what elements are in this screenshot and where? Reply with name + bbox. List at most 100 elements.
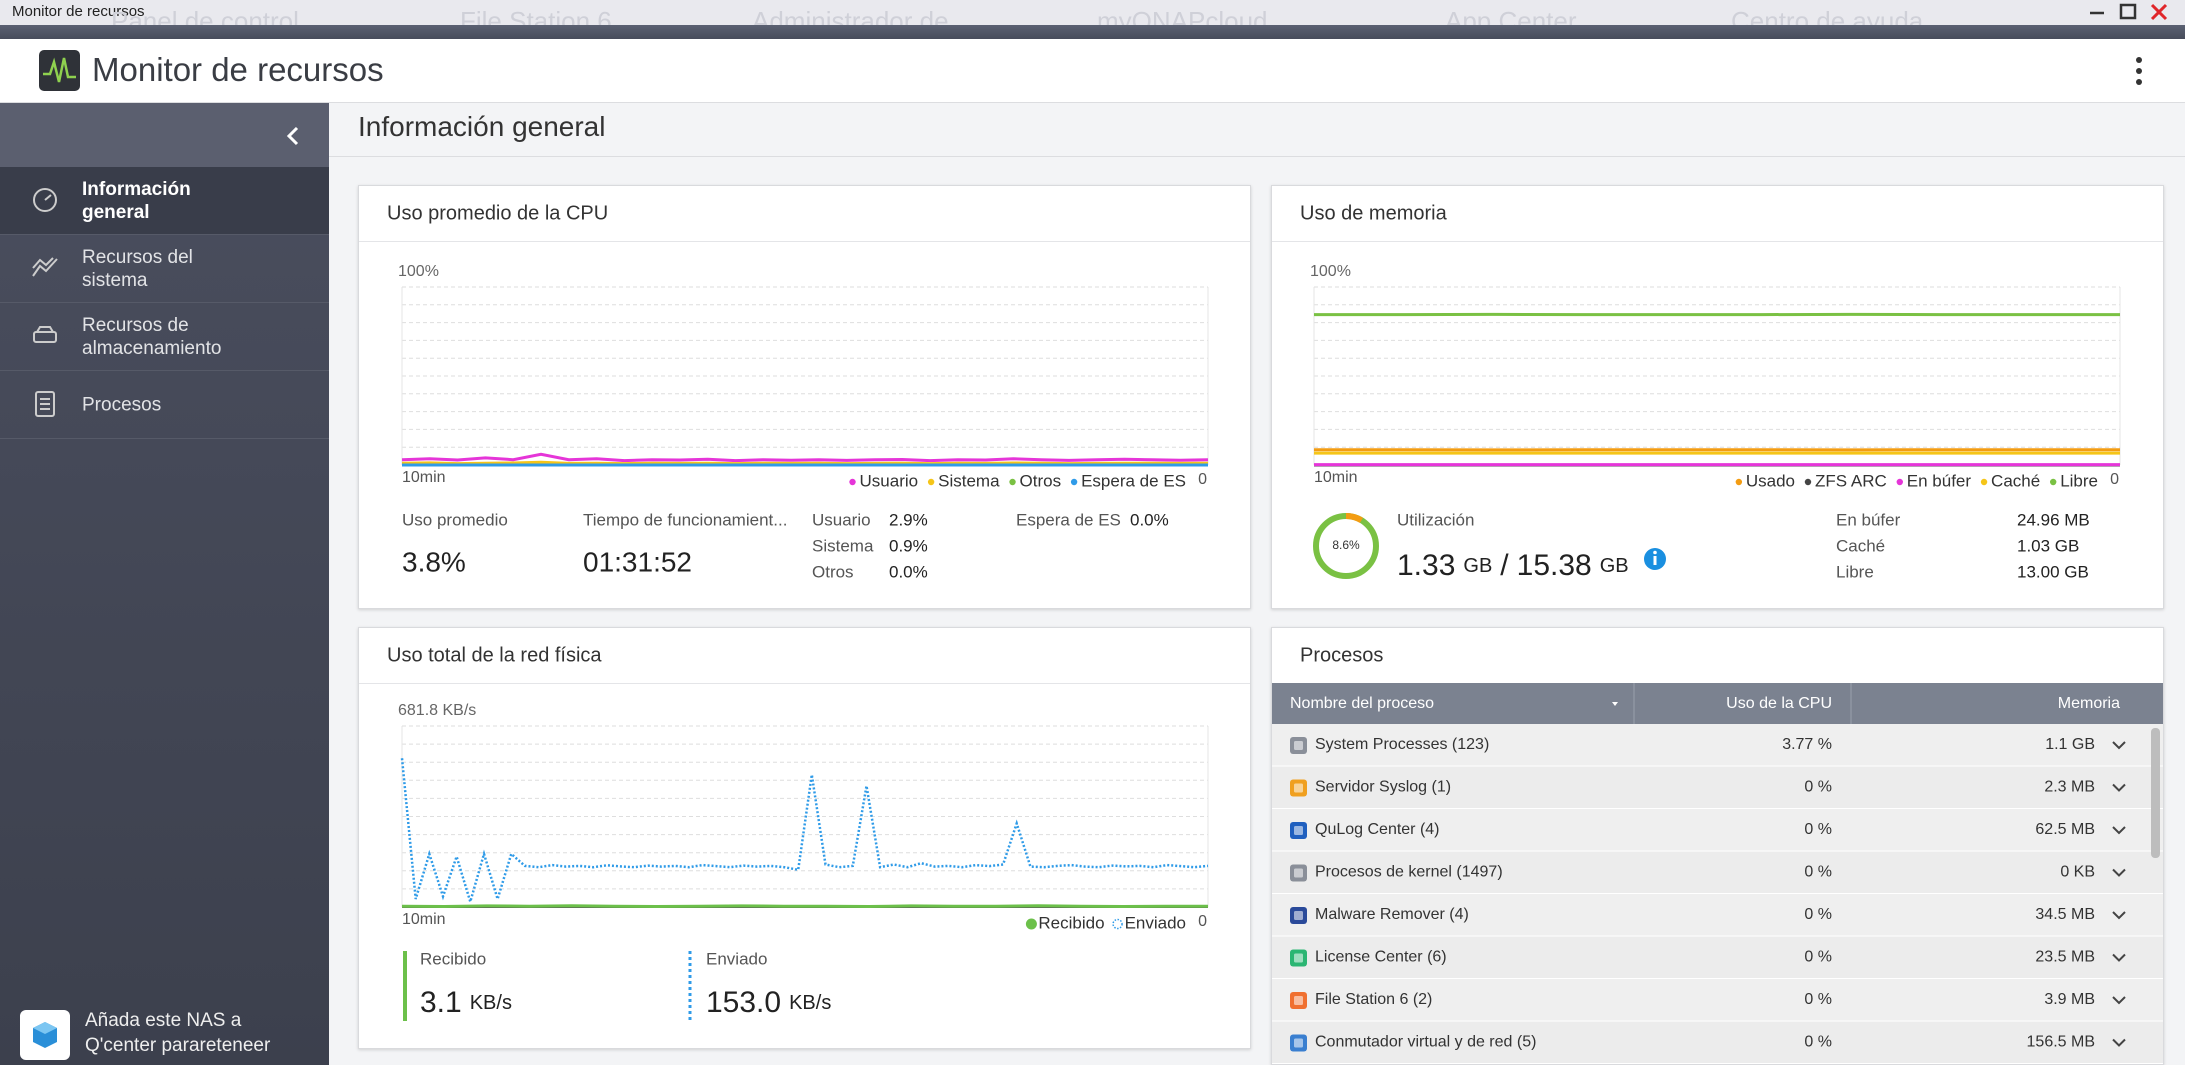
table-row[interactable] bbox=[1272, 979, 2164, 1021]
card-title: Uso de memoria bbox=[1300, 202, 1448, 224]
table-row[interactable] bbox=[1272, 851, 2164, 894]
process-cpu: 0 % bbox=[1804, 906, 1832, 923]
nav-item[interactable]: Recursos del sistema bbox=[0, 235, 329, 303]
process-icon-inner bbox=[1294, 996, 1303, 1005]
collapse-button[interactable] bbox=[284, 125, 302, 147]
process-icon-inner bbox=[1294, 783, 1303, 793]
column-header[interactable]: Nombre del proceso bbox=[1290, 695, 1434, 712]
process-icon-inner bbox=[1294, 868, 1303, 878]
processes-card: Procesos Nombre del proceso Uso de la CPU M… bbox=[1271, 627, 2164, 1065]
expand-chevron[interactable] bbox=[2112, 826, 2126, 835]
nav-label: Recursos del sistema bbox=[82, 246, 193, 291]
expand-chevron[interactable] bbox=[2112, 911, 2126, 920]
process-memory: 156.5 MB bbox=[2027, 1034, 2095, 1051]
menu-button[interactable] bbox=[2132, 55, 2146, 87]
app-title: Monitor de recursos bbox=[92, 51, 384, 88]
sidebar: Información general Recursos del sistema R… bbox=[0, 103, 329, 1065]
background-tab[interactable]: Administrador de bbox=[752, 6, 949, 25]
background-tab[interactable]: App Center bbox=[1445, 6, 1577, 25]
process-memory: 3.9 MB bbox=[2044, 991, 2095, 1008]
legend-label: Recibido bbox=[1038, 913, 1104, 932]
x-axis-label: 10min bbox=[1314, 469, 1358, 486]
background-tab[interactable]: Centro de ayuda bbox=[1731, 6, 1924, 25]
nav-item[interactable]: Procesos bbox=[0, 371, 329, 439]
info-icon[interactable] bbox=[1644, 548, 1666, 570]
expand-chevron[interactable] bbox=[2112, 741, 2126, 750]
memory-usage-part: 1.33 bbox=[1397, 549, 1455, 582]
table-row[interactable] bbox=[1272, 724, 2164, 766]
window-strip bbox=[0, 25, 2185, 39]
nav-icon bbox=[31, 254, 59, 282]
legend-label: Sistema bbox=[938, 471, 1000, 490]
sort-arrow bbox=[1612, 702, 1618, 706]
table-row[interactable] bbox=[1272, 894, 2164, 936]
received-bar bbox=[403, 951, 407, 1021]
cpu-card: Uso promedio de la CPU 0 100% 10min Espera d… bbox=[358, 185, 1251, 609]
column-header[interactable]: Memoria bbox=[2058, 695, 2120, 712]
stat-value: 0.0% bbox=[1130, 510, 1169, 529]
maximize[interactable] bbox=[2119, 3, 2137, 20]
qcenter-text[interactable]: Añada este NAS a Q'center parareteneer bbox=[85, 1008, 270, 1058]
column-header[interactable]: Uso de la CPU bbox=[1726, 695, 1832, 712]
background-tab[interactable]: myQNAPcloud bbox=[1097, 6, 1268, 25]
x-axis-label: 10min bbox=[402, 469, 446, 486]
footer-line: Añada este NAS a bbox=[85, 1010, 242, 1031]
process-icon-inner bbox=[1294, 911, 1303, 920]
table-row[interactable] bbox=[1272, 936, 2164, 979]
network-card: Uso total de la red física 0 681.8 KB/s 10m… bbox=[358, 627, 1251, 1049]
stat-label: Usuario bbox=[812, 510, 871, 529]
nav-item[interactable]: Recursos de almacenamiento bbox=[0, 303, 329, 371]
series-line bbox=[401, 452, 1209, 463]
stat-label: Libre bbox=[1836, 562, 1874, 581]
page-title: Información general bbox=[358, 111, 606, 142]
legend-label: Espera de ES bbox=[1081, 471, 1186, 490]
legend-swatch bbox=[2049, 478, 2057, 486]
stat-value: 0.9% bbox=[889, 536, 928, 555]
expand-chevron[interactable] bbox=[2112, 868, 2126, 877]
expand-chevron[interactable] bbox=[2112, 953, 2126, 962]
legend-label: Usado bbox=[1746, 471, 1795, 490]
ring-label: 8.6% bbox=[1332, 538, 1360, 552]
window-controls bbox=[2090, 3, 2168, 21]
stat-label: Tiempo de funcionamient... bbox=[583, 510, 787, 529]
process-memory: 62.5 MB bbox=[2035, 821, 2095, 838]
expand-chevron[interactable] bbox=[2112, 1038, 2126, 1047]
legend-swatch bbox=[1112, 918, 1123, 930]
process-icon-inner bbox=[1294, 953, 1303, 963]
nav-item[interactable]: Información general bbox=[0, 167, 329, 235]
stat-label: Sistema bbox=[812, 536, 874, 555]
y-tick-label: 0 bbox=[2110, 471, 2119, 488]
series-line bbox=[401, 460, 1209, 466]
process-memory: 34.5 MB bbox=[2035, 906, 2095, 923]
info-dot bbox=[1653, 550, 1657, 555]
legend-label: Libre bbox=[2060, 471, 2098, 490]
stat-value: 3.1 KB/s bbox=[420, 986, 512, 1019]
icon bbox=[32, 257, 58, 277]
legend-label: En búfer bbox=[1907, 471, 1972, 490]
icon bbox=[33, 188, 57, 212]
background-tab[interactable]: Panel de control bbox=[111, 6, 299, 25]
stat-value: 153.0 KB/s bbox=[706, 986, 831, 1019]
memory-card: Uso de memoria 0 100% 10min Libre Caché En búf… bbox=[1271, 185, 2164, 609]
nav-icon bbox=[31, 390, 59, 418]
expand-chevron[interactable] bbox=[2112, 783, 2126, 792]
stat-value: 2.9% bbox=[889, 510, 928, 529]
nav-icon bbox=[31, 186, 59, 214]
process-name: QuLog Center (4) bbox=[1315, 821, 1440, 838]
process-cpu: 3.77 % bbox=[1782, 736, 1832, 753]
process-cpu: 0 % bbox=[1804, 821, 1832, 838]
background-tab[interactable]: File Station 6 bbox=[460, 6, 612, 25]
close[interactable] bbox=[2150, 3, 2168, 21]
table-row[interactable] bbox=[1272, 809, 2164, 851]
memory-usage: 1.33 GB /15.38 GB bbox=[1397, 549, 1629, 582]
legend-label: Caché bbox=[1991, 471, 2040, 490]
series-line bbox=[401, 904, 1208, 909]
card-title: Uso promedio de la CPU bbox=[387, 202, 608, 224]
table-row[interactable] bbox=[1272, 1021, 2164, 1064]
memory-usage-part: 15.38 bbox=[1517, 549, 1592, 582]
divider bbox=[329, 156, 2185, 157]
table-row[interactable] bbox=[1272, 766, 2164, 809]
expand-chevron[interactable] bbox=[2112, 996, 2126, 1005]
x-axis-label: 10min bbox=[402, 911, 446, 928]
